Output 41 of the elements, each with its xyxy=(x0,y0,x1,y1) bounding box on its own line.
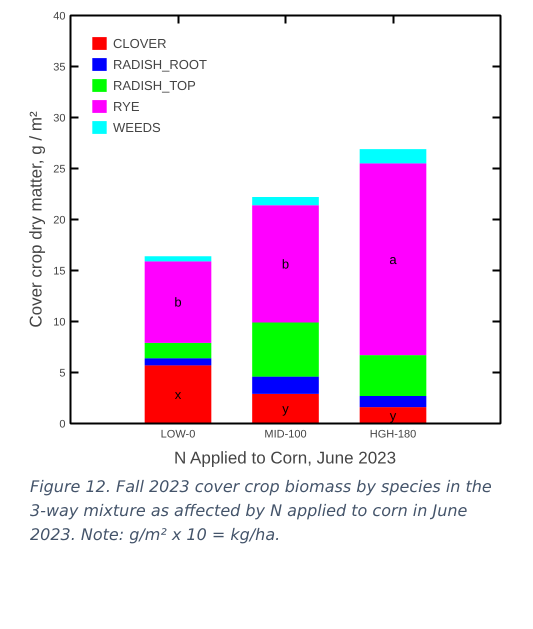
bar xyxy=(360,149,426,164)
annotation: y xyxy=(390,408,397,423)
legend-label: CLOVER xyxy=(113,36,166,50)
x-tick-label: HGH-180 xyxy=(370,428,416,440)
y-tick-label: 15 xyxy=(53,266,66,278)
bar xyxy=(360,396,426,408)
bar xyxy=(144,256,212,262)
y-tick-label: 0 xyxy=(59,418,66,430)
annotation: b xyxy=(282,256,290,272)
bar xyxy=(360,163,426,356)
bar xyxy=(144,365,212,424)
bar xyxy=(144,342,212,358)
y-tick-label: 10 xyxy=(53,316,66,328)
bar xyxy=(252,322,319,377)
bar xyxy=(252,197,319,206)
caption: Figure 12. Fall 2023 cover crop biomass by species in the 3-way mixture as affected by N applied to corn in June 2023. Note: g/m² x 10 = kg/ha. xyxy=(30,476,493,546)
y-tick-label: 20 xyxy=(53,214,66,226)
bar xyxy=(360,355,426,396)
legend-label: RYE xyxy=(113,98,140,114)
bar xyxy=(252,205,319,323)
y-tick-label: 5 xyxy=(59,368,66,380)
bar xyxy=(144,358,212,366)
x-axis-title: N Applied to Corn, June 2023 xyxy=(174,448,396,468)
y-axis-title: Cover crop dry matter, g / m² xyxy=(26,110,46,328)
annotation: a xyxy=(389,252,398,267)
legend-label: WEEDS xyxy=(113,120,161,134)
legend-label: RADISH_ROOT xyxy=(113,56,207,72)
x-tick-label: LOW-0 xyxy=(160,428,196,440)
annotation: b xyxy=(174,294,182,310)
bar xyxy=(252,376,319,394)
x-tick-label: MID-100 xyxy=(264,428,307,440)
bar xyxy=(360,407,426,424)
y-tick-label: 40 xyxy=(53,10,66,22)
legend-label: RADISH_TOP xyxy=(113,78,196,92)
y-tick-label: 30 xyxy=(53,112,66,124)
bar xyxy=(144,261,212,343)
annotation: x xyxy=(174,386,182,402)
y-tick-label: 35 xyxy=(53,62,66,74)
bar xyxy=(252,394,319,424)
y-tick-label: 25 xyxy=(53,164,66,176)
annotation: y xyxy=(282,401,290,416)
